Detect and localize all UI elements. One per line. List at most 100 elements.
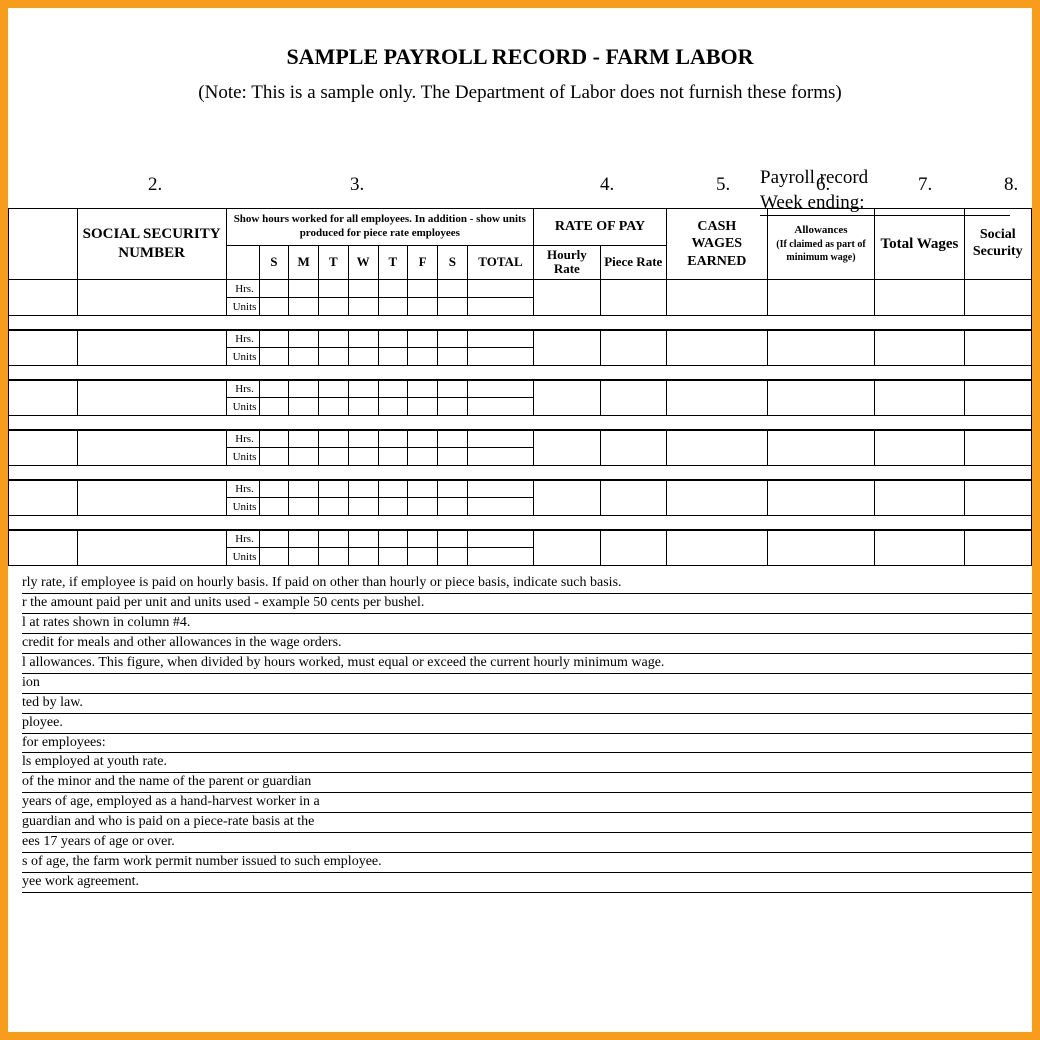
footer-line: ion [22, 674, 1032, 694]
cell-day [467, 480, 533, 498]
gap-row [9, 516, 1032, 530]
page-note: (Note: This is a sample only. The Depart… [8, 82, 1032, 104]
allow-main: Allowances [794, 224, 847, 236]
cell-cash [666, 380, 767, 416]
cell-piece [600, 430, 666, 466]
cell-day [289, 480, 319, 498]
cell-totalw [875, 530, 964, 566]
row-hrs-label: Hrs. [226, 330, 259, 348]
cell-ss [964, 380, 1031, 416]
cell-day [378, 530, 408, 548]
cell-day [378, 330, 408, 348]
cell-empty [9, 530, 78, 566]
colnum-5: 5. [716, 174, 730, 196]
hdr-social: SOCIAL SECURITY NUMBER [77, 209, 226, 280]
cell-piece [600, 480, 666, 516]
cell-ss [964, 430, 1031, 466]
cell-hourly [534, 330, 600, 366]
cell-ss [964, 330, 1031, 366]
cell-day [408, 280, 438, 298]
cell-day [438, 380, 468, 398]
cell-day [319, 280, 349, 298]
cell-day [408, 380, 438, 398]
row-units-label: Units [226, 298, 259, 316]
cell-day [467, 498, 533, 516]
row-units-label: Units [226, 348, 259, 366]
cell-day [348, 298, 378, 316]
hdr-day-m: M [289, 245, 319, 280]
cell-day [289, 398, 319, 416]
cell-day [467, 280, 533, 298]
cell-day [289, 348, 319, 366]
cell-day [378, 430, 408, 448]
row-hrs-label: Hrs. [226, 380, 259, 398]
cell-cash [666, 330, 767, 366]
cell-day [378, 348, 408, 366]
cell-day [467, 330, 533, 348]
cell-day [319, 430, 349, 448]
cell-ssn [77, 280, 226, 316]
cell-day [408, 498, 438, 516]
gap-row [9, 366, 1032, 380]
colnum-8: 8. [1004, 174, 1018, 196]
cell-day [378, 280, 408, 298]
cell-piece [600, 380, 666, 416]
hdr-hours-note: Show hours worked for all employees. In … [226, 209, 534, 246]
cell-empty [9, 430, 78, 466]
cell-day [378, 448, 408, 466]
cell-ssn [77, 480, 226, 516]
cell-empty [9, 480, 78, 516]
footer-line: ees 17 years of age or over. [22, 833, 1032, 853]
cell-day [259, 298, 289, 316]
footer-line: guardian and who is paid on a piece-rate… [22, 813, 1032, 833]
cell-day [319, 380, 349, 398]
cell-day [408, 348, 438, 366]
column-numbers: 2. 3. 4. 5. 6. 7. 8. [8, 174, 1032, 202]
cell-piece [600, 280, 666, 316]
payroll-table: SOCIAL SECURITY NUMBER Show hours worked… [8, 208, 1032, 566]
colnum-7: 7. [918, 174, 932, 196]
cell-day [408, 548, 438, 566]
row-hrs-label: Hrs. [226, 530, 259, 548]
cell-empty [9, 280, 78, 316]
footer-line: s of age, the farm work permit number is… [22, 853, 1032, 873]
cell-totalw [875, 430, 964, 466]
colnum-3: 3. [350, 174, 364, 196]
row-units-label: Units [226, 548, 259, 566]
cell-empty [9, 330, 78, 366]
gap-row [9, 316, 1032, 330]
cell-day [348, 280, 378, 298]
cell-totalw [875, 330, 964, 366]
footer-line: l at rates shown in column #4. [22, 614, 1032, 634]
cell-hourly [534, 530, 600, 566]
cell-day [319, 298, 349, 316]
cell-day [289, 530, 319, 548]
cell-day [348, 430, 378, 448]
cell-allow [767, 530, 875, 566]
row-units-label: Units [226, 398, 259, 416]
allow-sub: (If claimed as part of minimum wage) [776, 239, 865, 263]
cell-day [289, 298, 319, 316]
colnum-4: 4. [600, 174, 614, 196]
cell-hourly [534, 480, 600, 516]
hdr-allowances: Allowances (If claimed as part of minimu… [767, 209, 875, 280]
cell-totalw [875, 380, 964, 416]
colnum-2: 2. [148, 174, 162, 196]
cell-day [289, 380, 319, 398]
cell-day [259, 530, 289, 548]
cell-allow [767, 380, 875, 416]
cell-hourly [534, 430, 600, 466]
cell-day [348, 548, 378, 566]
cell-day [348, 398, 378, 416]
footer-line: of the minor and the name of the parent … [22, 773, 1032, 793]
cell-cash [666, 480, 767, 516]
row-units-label: Units [226, 448, 259, 466]
cell-day [408, 430, 438, 448]
hdr-total: TOTAL [467, 245, 533, 280]
cell-day [467, 348, 533, 366]
cell-day [259, 448, 289, 466]
cell-ssn [77, 330, 226, 366]
cell-ss [964, 530, 1031, 566]
cell-day [259, 430, 289, 448]
cell-empty [9, 380, 78, 416]
